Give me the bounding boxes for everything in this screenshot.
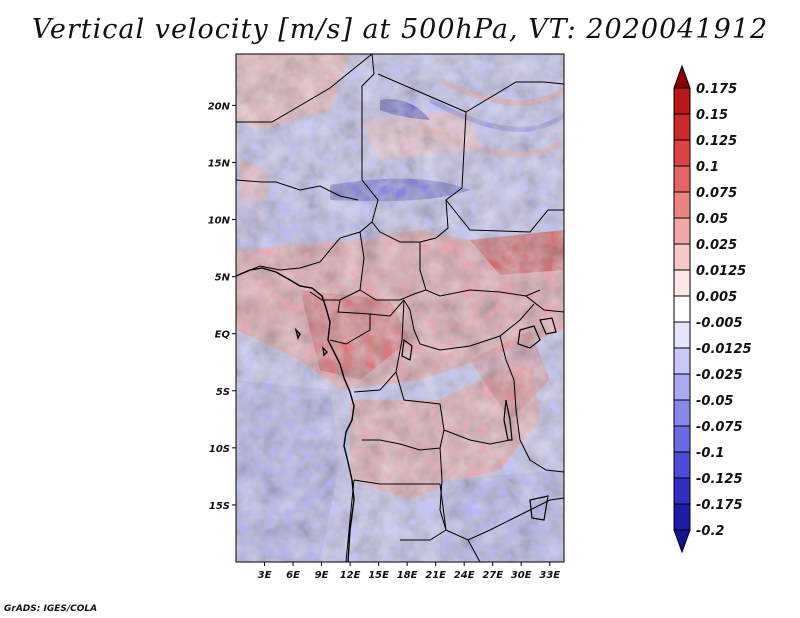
lat-tick-label: 15S (209, 501, 230, 512)
colorbar-label: -0.025 (696, 368, 743, 383)
lon-tick-label: 30E (511, 570, 532, 581)
plot-frame (235, 53, 565, 563)
lon-tick-label: 18E (397, 570, 418, 581)
colorbar-swatch (673, 321, 691, 349)
footer-credit: GrADS: IGES/COLA (4, 604, 98, 614)
colorbar-swatch (673, 399, 691, 427)
colorbar-swatch (673, 165, 691, 193)
lat-tick-label: 15N (208, 158, 231, 169)
axis-ticks: 20N 15N 10N 5N EQ 5S 10S 15S 3E 6E 9E 12E 15E 18E 21E 2… (208, 101, 561, 581)
colorbar-label: 0.125 (696, 134, 737, 149)
colorbar-label: -0.1 (696, 446, 724, 461)
lat-tick-label: 5N (215, 273, 231, 284)
colorbar-label: -0.175 (696, 498, 743, 513)
colorbar-label: 0.075 (696, 186, 737, 201)
colorbar-label: -0.005 (696, 316, 743, 331)
colorbar-top-arrow (673, 64, 691, 89)
lat-tick-label: 20N (208, 101, 231, 112)
colorbar-swatch (673, 113, 691, 141)
colorbar-swatch (673, 477, 691, 505)
colorbar-swatch (673, 373, 691, 401)
lon-tick-label: 15E (368, 570, 389, 581)
colorbar-label: 0.1 (696, 160, 719, 175)
lon-tick-label: 12E (340, 570, 361, 581)
colorbar-label: 0.0125 (696, 264, 746, 279)
coastline (236, 267, 355, 562)
lon-tick-label: 9E (315, 570, 329, 581)
lat-tick-label: 10S (209, 444, 230, 455)
colorbar-swatch (673, 503, 691, 531)
lon-tick-label: 33E (539, 570, 560, 581)
velocity-field (236, 54, 564, 562)
colorbar: 0.175 0.15 0.125 0.1 0.075 0.05 0.025 0.0125 0.0… (673, 64, 752, 554)
colorbar-swatch (673, 243, 691, 271)
lat-tick-label: 5S (216, 387, 230, 398)
colorbar-label: 0.15 (696, 108, 728, 123)
lon-tick-label: 21E (425, 570, 446, 581)
colorbar-label: 0.025 (696, 238, 737, 253)
country-borders (236, 54, 564, 562)
colorbar-swatch (673, 451, 691, 479)
chart-title: Vertical velocity [m/s] at 500hPa, VT: 2… (31, 14, 769, 45)
colorbar-label: 0.175 (696, 82, 737, 97)
lon-tick-label: 24E (454, 570, 475, 581)
lon-tick-label: 3E (258, 570, 272, 581)
colorbar-label: -0.2 (696, 524, 724, 539)
colorbar-label: -0.125 (696, 472, 743, 487)
colorbar-label: -0.0125 (696, 342, 752, 357)
lat-tick-label: EQ (215, 330, 231, 341)
colorbar-swatch (673, 87, 691, 115)
lon-tick-label: 27E (482, 570, 503, 581)
colorbar-swatch (673, 295, 691, 323)
colorbar-swatch (673, 269, 691, 297)
lat-tick-label: 10N (208, 216, 231, 227)
lon-tick-label: 6E (286, 570, 300, 581)
colorbar-swatch (673, 217, 691, 245)
colorbar-label: -0.075 (696, 420, 743, 435)
colorbar-label: 0.005 (696, 290, 737, 305)
colorbar-swatch (673, 425, 691, 453)
colorbar-swatch (673, 191, 691, 219)
colorbar-swatch (673, 139, 691, 167)
colorbar-label: -0.05 (696, 394, 733, 409)
colorbar-label: 0.05 (696, 212, 728, 227)
colorbar-bottom-arrow (673, 529, 691, 554)
colorbar-swatch (673, 347, 691, 375)
lakes (401, 317, 557, 521)
